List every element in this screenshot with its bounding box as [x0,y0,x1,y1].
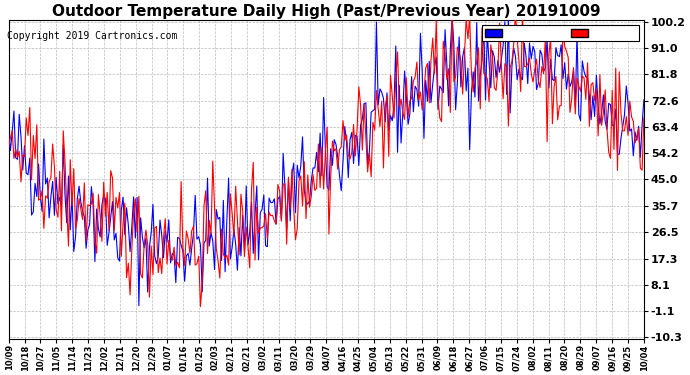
Legend: Previous  (°F), Past  (°F): Previous (°F), Past (°F) [482,25,639,41]
Title: Outdoor Temperature Daily High (Past/Previous Year) 20191009: Outdoor Temperature Daily High (Past/Pre… [52,4,600,19]
Text: Copyright 2019 Cartronics.com: Copyright 2019 Cartronics.com [7,32,177,41]
